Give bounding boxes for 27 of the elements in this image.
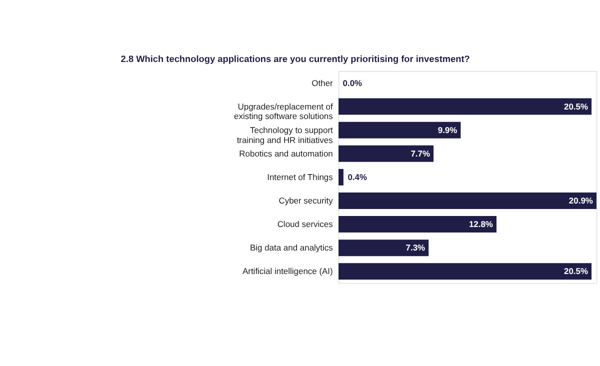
data-label: 7.7% bbox=[410, 148, 430, 158]
y-tick-label: Upgrades/replacement of existing software solutions bbox=[234, 101, 334, 122]
bar bbox=[338, 145, 434, 162]
data-label: 0.0% bbox=[342, 78, 363, 88]
data-label: 0.4% bbox=[348, 172, 368, 182]
bar bbox=[338, 216, 496, 233]
bar bbox=[338, 168, 344, 186]
y-tick-label: Big data and analytics bbox=[250, 242, 333, 253]
bar bbox=[338, 263, 592, 280]
y-tick-label: Technology to support training and HR initiatives bbox=[236, 124, 334, 145]
data-label: 12.8% bbox=[468, 219, 494, 230]
data-label: 20.5% bbox=[564, 266, 588, 276]
data-label: 20.9% bbox=[568, 196, 594, 206]
y-tick-label: Other bbox=[312, 78, 334, 88]
data-label: 9.9% bbox=[438, 124, 458, 135]
y-tick-label: Cyber security bbox=[278, 196, 334, 206]
bar bbox=[338, 192, 596, 209]
chart-title: 2.8 Which technology applications are you currently prioritising for investment? bbox=[120, 54, 470, 64]
y-tick-label: Artificial intelligence (AI) bbox=[242, 266, 334, 276]
bar bbox=[338, 122, 461, 138]
bar bbox=[338, 240, 429, 256]
y-tick-label: Internet of Things bbox=[267, 172, 333, 182]
y-tick-label: Cloud services bbox=[277, 219, 333, 230]
bar bbox=[338, 98, 592, 115]
data-label: 20.5% bbox=[564, 101, 588, 112]
data-label: 7.3% bbox=[406, 242, 426, 253]
y-tick-label: Robotics and automation bbox=[239, 148, 334, 158]
